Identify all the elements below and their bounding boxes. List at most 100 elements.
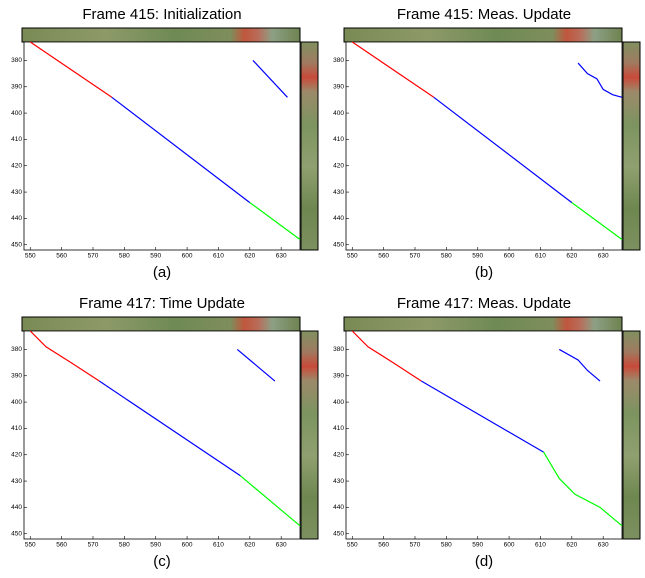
y-tick-label: 440	[333, 504, 344, 511]
y-tick-label: 400	[333, 399, 344, 406]
y-tick-label: 410	[11, 425, 22, 432]
y-tick-label: 420	[333, 451, 344, 458]
x-tick-label: 550	[25, 253, 36, 260]
y-tick-label: 420	[333, 162, 344, 169]
y-tick-label: 380	[11, 346, 22, 353]
x-tick-label: 590	[472, 253, 483, 260]
image-strip-right	[300, 41, 319, 251]
y-tick-label: 450	[333, 241, 344, 248]
panel-title: Frame 415: Initialization	[82, 6, 241, 23]
x-tick-label: 560	[56, 253, 67, 260]
y-tick-label: 410	[333, 136, 344, 143]
y-tick-label: 450	[333, 530, 344, 537]
x-tick-label: 570	[410, 253, 421, 260]
x-tick-label: 610	[213, 253, 224, 260]
line	[252, 60, 288, 98]
caption: (d)	[475, 553, 493, 570]
x-tick-label: 620	[566, 253, 577, 260]
line	[577, 62, 623, 98]
line	[420, 380, 544, 453]
y-tick-label: 450	[11, 530, 22, 537]
caption: (a)	[153, 264, 171, 281]
image-strip-top	[343, 27, 623, 43]
panel-title: Frame 417: Meas. Update	[397, 295, 571, 312]
line	[98, 380, 241, 477]
x-tick-label: 630	[598, 253, 609, 260]
x-tick-label: 550	[347, 253, 358, 260]
y-tick-label: 400	[333, 110, 344, 117]
line	[249, 202, 301, 240]
x-tick-label: 600	[504, 253, 515, 260]
line	[29, 41, 113, 98]
line	[558, 348, 601, 382]
y-tick-label: 400	[11, 399, 22, 406]
x-tick-label: 580	[119, 253, 130, 260]
panel-title: Frame 417: Time Update	[79, 295, 245, 312]
image-strip-right	[300, 330, 319, 540]
x-tick-label: 600	[182, 542, 193, 549]
image-strip-right	[622, 41, 641, 251]
y-tick-label: 450	[11, 241, 22, 248]
x-tick-label: 610	[535, 253, 546, 260]
x-tick-label: 550	[25, 542, 36, 549]
x-tick-label: 590	[150, 253, 161, 260]
x-tick-label: 580	[119, 542, 130, 549]
y-tick-label: 390	[11, 83, 22, 90]
line	[433, 96, 573, 204]
x-tick-label: 560	[56, 542, 67, 549]
x-tick-label: 570	[88, 253, 99, 260]
panel-title: Frame 415: Meas. Update	[397, 6, 571, 23]
plot-area	[23, 41, 301, 251]
y-tick-label: 380	[333, 346, 344, 353]
image-strip-right	[622, 330, 641, 540]
y-tick-label: 380	[11, 57, 22, 64]
caption: (b)	[475, 264, 493, 281]
image-strip-top	[21, 316, 301, 332]
x-tick-label: 620	[566, 542, 577, 549]
y-tick-label: 440	[11, 504, 22, 511]
y-tick-label: 380	[333, 57, 344, 64]
x-tick-label: 570	[410, 542, 421, 549]
plot-area	[345, 330, 623, 540]
y-tick-label: 430	[333, 189, 344, 196]
y-tick-label: 400	[11, 110, 22, 117]
y-tick-label: 410	[11, 136, 22, 143]
plot-area	[23, 330, 301, 540]
x-tick-label: 620	[244, 542, 255, 549]
x-tick-label: 600	[504, 542, 515, 549]
x-tick-label: 620	[244, 253, 255, 260]
y-tick-label: 430	[11, 478, 22, 485]
y-tick-label: 390	[11, 372, 22, 379]
y-tick-label: 430	[333, 478, 344, 485]
plot-area	[345, 41, 623, 251]
caption: (c)	[153, 553, 171, 570]
x-tick-label: 550	[347, 542, 358, 549]
x-tick-label: 560	[378, 253, 389, 260]
image-strip-top	[343, 316, 623, 332]
y-tick-label: 420	[11, 451, 22, 458]
x-tick-label: 570	[88, 542, 99, 549]
y-tick-label: 420	[11, 162, 22, 169]
line	[240, 475, 301, 527]
y-tick-label: 390	[333, 372, 344, 379]
x-tick-label: 610	[213, 542, 224, 549]
x-tick-label: 580	[441, 542, 452, 549]
y-tick-label: 390	[333, 83, 344, 90]
line	[351, 41, 435, 98]
x-tick-label: 590	[472, 542, 483, 549]
y-tick-label: 410	[333, 425, 344, 432]
x-tick-label: 600	[182, 253, 193, 260]
line	[571, 202, 623, 240]
x-tick-label: 610	[535, 542, 546, 549]
x-tick-label: 630	[276, 253, 287, 260]
line	[29, 330, 100, 382]
x-tick-label: 560	[378, 542, 389, 549]
y-tick-label: 430	[11, 189, 22, 196]
line	[543, 451, 623, 527]
x-tick-label: 630	[276, 542, 287, 549]
x-tick-label: 590	[150, 542, 161, 549]
y-tick-label: 440	[11, 215, 22, 222]
x-tick-label: 580	[441, 253, 452, 260]
line	[236, 348, 276, 382]
